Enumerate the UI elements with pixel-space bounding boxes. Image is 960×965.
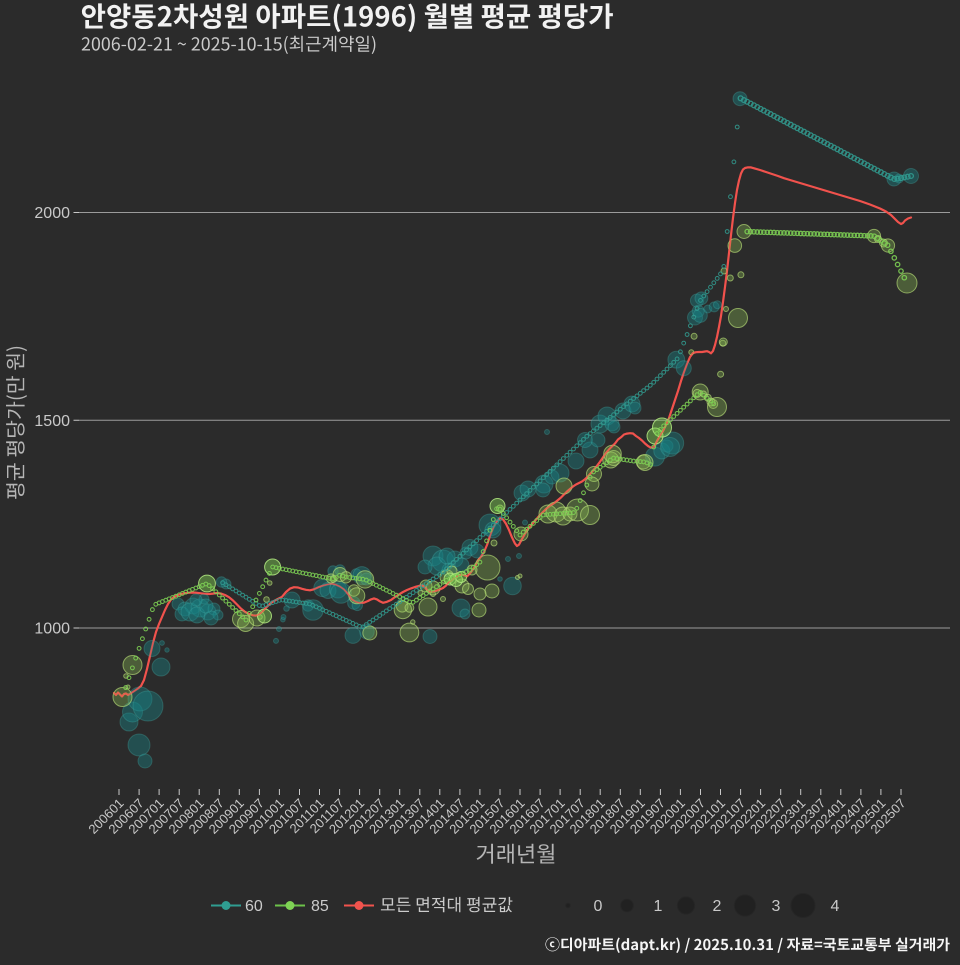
- svg-text:60: 60: [245, 898, 263, 915]
- svg-text:3: 3: [772, 898, 781, 915]
- svg-text:2000: 2000: [34, 205, 70, 222]
- svg-text:0: 0: [594, 898, 603, 915]
- svg-text:1500: 1500: [34, 413, 70, 430]
- svg-text:1: 1: [654, 898, 663, 915]
- svg-text:1000: 1000: [34, 621, 70, 638]
- svg-text:4: 4: [831, 898, 840, 915]
- svg-text:85: 85: [311, 898, 329, 915]
- svg-text:2: 2: [713, 898, 722, 915]
